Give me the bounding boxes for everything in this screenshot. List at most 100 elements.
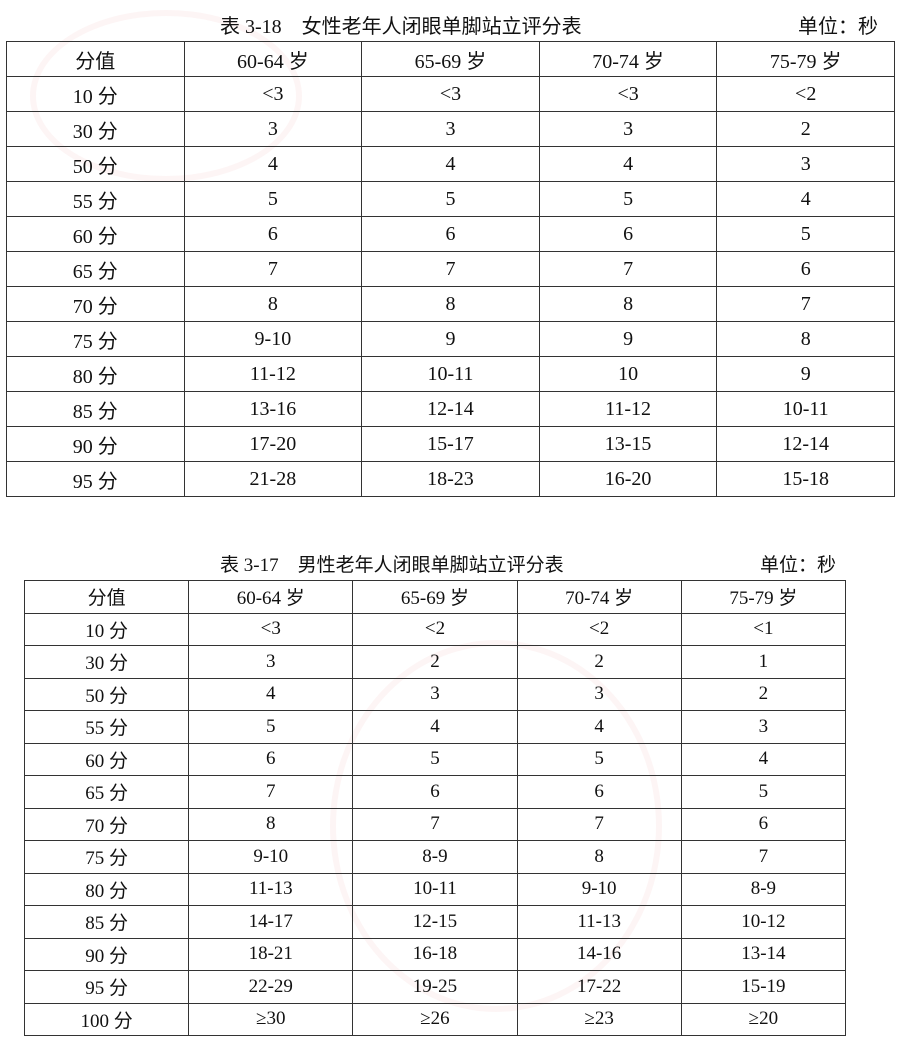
time-cell: <2: [352, 612, 518, 646]
time-cell: 11-13: [516, 905, 682, 939]
time-cell: 5: [680, 775, 847, 809]
time-cell: 6: [352, 775, 518, 809]
score-cell: 65 分: [23, 775, 190, 809]
female-score-table: 分值 60-64 岁 65-69 岁 70-74 岁 75-79 岁 10 分 <3 <3 <…: [6, 41, 895, 497]
score-cell: 30 分: [23, 645, 190, 679]
time-cell: 5: [188, 710, 354, 744]
time-cell: 18-23: [361, 461, 540, 497]
score-cell: 70 分: [6, 286, 185, 322]
time-cell: 9-10: [516, 872, 682, 906]
time-cell: 3: [352, 677, 518, 711]
score-cell: 30 分: [6, 111, 185, 147]
time-cell: 8: [716, 321, 895, 357]
time-cell: 16-18: [352, 937, 518, 971]
time-cell: <3: [183, 76, 363, 112]
time-cell: 4: [716, 181, 895, 217]
time-cell: 5: [538, 181, 718, 217]
time-cell: 11-13: [188, 872, 354, 906]
time-cell: 4: [183, 146, 363, 182]
column-header: 分值: [23, 580, 190, 614]
table-caption-female: 表 3-18 女性老年人闭眼单脚站立评分表: [220, 16, 582, 38]
table-row: 10 分 <3 <3 <3 <2: [6, 76, 895, 112]
score-cell: 10 分: [6, 76, 185, 112]
table-row: 85 分 13-16 12-14 11-12 10-11: [6, 391, 895, 427]
time-cell: 10-12: [680, 905, 847, 939]
time-cell: 7: [538, 251, 718, 287]
time-cell: 15-19: [680, 970, 847, 1004]
time-cell: 9: [361, 321, 540, 357]
time-cell: <3: [538, 76, 718, 112]
time-cell: 8: [361, 286, 540, 322]
time-cell: 6: [680, 807, 847, 841]
time-cell: 5: [716, 216, 895, 252]
time-cell: <3: [188, 612, 354, 646]
time-cell: ≥30: [188, 1002, 354, 1036]
table-row: 75 分 9-10 8-9 8 7: [23, 840, 847, 874]
time-cell: 12-14: [716, 426, 895, 462]
column-header: 65-69 岁: [361, 41, 540, 77]
score-cell: 65 分: [6, 251, 185, 287]
time-cell: 3: [516, 677, 682, 711]
table-row: 100 分 ≥30 ≥26 ≥23 ≥20: [23, 1002, 847, 1036]
score-cell: 85 分: [6, 391, 185, 427]
score-cell: 50 分: [23, 677, 190, 711]
time-cell: 21-28: [183, 461, 363, 497]
time-cell: 7: [352, 807, 518, 841]
time-cell: 3: [538, 111, 718, 147]
time-cell: <2: [516, 612, 682, 646]
time-cell: 4: [361, 146, 540, 182]
time-cell: 18-21: [188, 937, 354, 971]
table-row: 95 分 22-29 19-25 17-22 15-19: [23, 970, 847, 1004]
time-cell: 15-17: [361, 426, 540, 462]
time-cell: 22-29: [188, 970, 354, 1004]
time-cell: ≥20: [680, 1002, 847, 1036]
score-cell: 100 分: [23, 1002, 190, 1036]
table-row: 80 分 11-13 10-11 9-10 8-9: [23, 872, 847, 906]
time-cell: 8: [183, 286, 363, 322]
time-cell: 14-17: [188, 905, 354, 939]
column-header: 分值: [6, 41, 185, 77]
table-header-row: 分值 60-64 岁 65-69 岁 70-74 岁 75-79 岁: [23, 580, 847, 614]
time-cell: 19-25: [352, 970, 518, 1004]
time-cell: <1: [680, 612, 847, 646]
time-cell: 6: [361, 216, 540, 252]
table-row: 10 分 <3 <2 <2 <1: [23, 612, 847, 646]
time-cell: 16-20: [538, 461, 718, 497]
time-cell: 11-12: [538, 391, 718, 427]
time-cell: 7: [516, 807, 682, 841]
score-cell: 90 分: [23, 937, 190, 971]
score-cell: 95 分: [6, 461, 185, 497]
table-unit-male: 单位：秒: [760, 555, 837, 576]
column-header: 70-74 岁: [516, 580, 682, 614]
time-cell: 6: [188, 742, 354, 776]
time-cell: 9-10: [183, 321, 363, 357]
time-cell: <3: [361, 76, 540, 112]
time-cell: 8: [538, 286, 718, 322]
time-cell: 13-16: [183, 391, 363, 427]
score-cell: 75 分: [6, 321, 185, 357]
time-cell: 12-15: [352, 905, 518, 939]
time-cell: ≥23: [516, 1002, 682, 1036]
score-cell: 60 分: [6, 216, 185, 252]
time-cell: 1: [680, 645, 847, 679]
time-cell: 7: [183, 251, 363, 287]
score-cell: 85 分: [23, 905, 190, 939]
time-cell: 3: [680, 710, 847, 744]
time-cell: 7: [680, 840, 847, 874]
score-cell: 55 分: [6, 181, 185, 217]
time-cell: 2: [516, 645, 682, 679]
time-cell: 10: [538, 356, 718, 392]
column-header: 75-79 岁: [680, 580, 847, 614]
time-cell: 10-11: [716, 391, 895, 427]
time-cell: 8: [188, 807, 354, 841]
